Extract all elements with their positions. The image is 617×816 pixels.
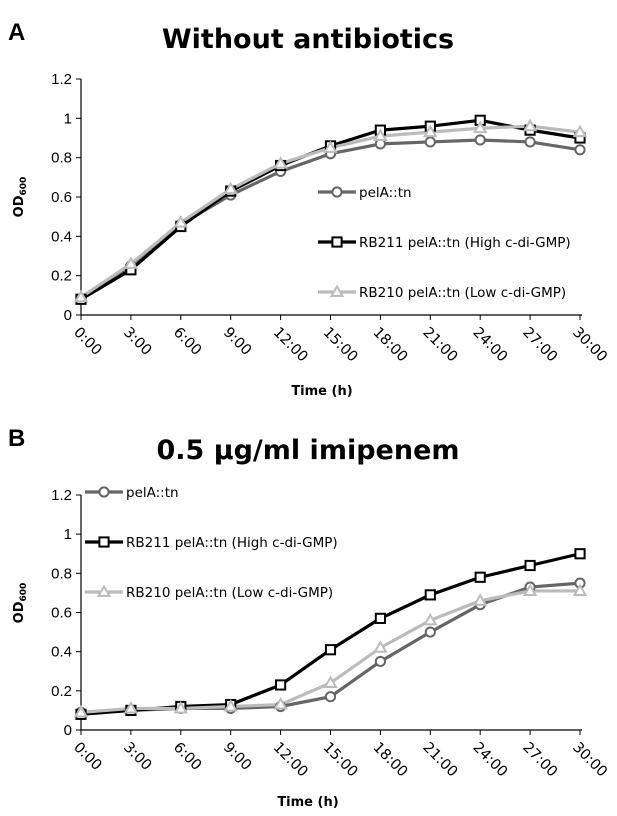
data-point-series-1 — [574, 144, 586, 156]
x-tick-label: 0:00 — [70, 325, 104, 359]
x-tick-label: 18:00 — [370, 325, 411, 366]
x-tick-label: 6:00 — [170, 740, 204, 774]
data-point-series-3 — [173, 700, 189, 714]
chart-title-b: 0.5 µg/ml imipenem — [156, 435, 459, 466]
x-tick-label: 15:00 — [320, 325, 361, 366]
x-axis-label-a: Time (h) — [291, 384, 352, 399]
x-tick-label: 0:00 — [70, 740, 104, 774]
legend-marker — [98, 536, 110, 548]
y-tick-label: 0.4 — [51, 644, 72, 661]
data-point-series-3 — [73, 289, 89, 303]
data-point-series-3 — [123, 700, 139, 714]
series-line-1 — [80, 138, 581, 301]
data-point-series-3 — [173, 215, 189, 228]
data-point-series-3 — [273, 156, 288, 169]
data-point-series-1 — [324, 691, 337, 703]
legend-marker — [331, 236, 343, 248]
x-tick-label: 12:00 — [270, 325, 311, 366]
x-tick-label: 21:00 — [419, 325, 460, 366]
y-tick-label: 0.4 — [51, 228, 72, 245]
data-point-series-1 — [374, 655, 386, 668]
y-tick-label: 0.8 — [51, 565, 72, 582]
data-point-series-3 — [522, 118, 538, 132]
legend-label: pelA::tn — [126, 485, 179, 501]
data-point-series-2 — [474, 571, 486, 583]
data-point-series-3 — [223, 699, 238, 712]
data-point-series-3 — [472, 120, 488, 134]
y-tick-label: 0.2 — [51, 683, 72, 700]
x-tick-label: 9:00 — [220, 740, 254, 774]
data-point-series-2 — [424, 589, 436, 601]
data-point-series-3 — [472, 593, 488, 606]
data-point-series-3 — [423, 124, 438, 138]
y-axis-label-b: OD600 — [12, 583, 29, 624]
y-tick-label: 0 — [64, 722, 72, 739]
data-point-series-3 — [423, 612, 438, 626]
data-point-series-1 — [424, 136, 436, 148]
legend-label: RB211 pelA::tn (High c-di-GMP) — [359, 235, 571, 251]
legend-label: RB211 pelA::tn (High c-di-GMP) — [126, 535, 338, 551]
data-point-series-3 — [223, 181, 238, 195]
chart-title-a: Without antibiotics — [162, 24, 454, 55]
x-tick-label: 18:00 — [370, 740, 411, 781]
plot-area-b: 0 0.2 0.4 0.6 0.8 1 1.2 0:00 3:00 6:00 9:00 12:00 15… — [51, 485, 610, 780]
y-tick-label: 0.6 — [51, 605, 72, 622]
data-point-series-1 — [424, 626, 436, 638]
x-tick-label: 27:00 — [519, 325, 560, 366]
x-tick-label: 24:00 — [469, 325, 510, 366]
data-point-series-3 — [572, 583, 588, 596]
x-tick-label: 3:00 — [120, 325, 154, 359]
data-point-series-3 — [123, 256, 139, 269]
data-point-series-3 — [323, 675, 338, 688]
x-tick-label: 30:00 — [569, 740, 610, 781]
y-tick-label: 0.6 — [51, 189, 72, 206]
y-tick-label: 1.2 — [51, 487, 72, 504]
panel-letter-b: B — [8, 425, 25, 452]
data-point-series-1 — [524, 136, 536, 148]
y-tick-label: 0.8 — [51, 150, 72, 167]
y-axis-label-a: OD600 — [12, 177, 29, 218]
x-tick-label: 27:00 — [519, 740, 560, 781]
legend-marker — [98, 486, 110, 498]
data-point-series-3 — [323, 140, 338, 153]
legend-label: RB210 pelA::tn (Low c-di-GMP) — [359, 285, 566, 301]
x-tick-label: 24:00 — [469, 740, 510, 781]
x-tick-label: 6:00 — [170, 325, 204, 359]
y-tick-label: 0.2 — [51, 268, 72, 285]
x-tick-label: 21:00 — [419, 740, 460, 781]
y-tick-label: 1.2 — [51, 71, 72, 88]
legend-marker — [331, 186, 343, 198]
x-tick-label: 3:00 — [120, 740, 154, 774]
data-point-series-3 — [73, 704, 89, 718]
y-tick-label: 1 — [64, 110, 72, 127]
x-tick-label: 12:00 — [270, 740, 311, 781]
data-point-series-2 — [374, 612, 386, 624]
data-point-series-2 — [574, 548, 586, 560]
x-tick-label: 15:00 — [320, 740, 361, 781]
data-point-series-3 — [572, 124, 588, 138]
data-point-series-3 — [273, 697, 288, 710]
x-tick-label: 30:00 — [569, 325, 610, 366]
legend-marker — [96, 584, 112, 597]
x-tick-label: 9:00 — [220, 325, 254, 359]
y-tick-label: 0 — [64, 307, 72, 324]
data-point-series-2 — [524, 559, 536, 572]
data-point-series-2 — [324, 644, 337, 656]
series-line-2 — [80, 552, 581, 716]
data-point-series-1 — [474, 134, 486, 146]
panel-letter-a: A — [8, 19, 25, 46]
y-tick-label: 1 — [64, 526, 72, 543]
data-point-series-3 — [373, 640, 388, 653]
data-point-series-3 — [373, 128, 388, 142]
data-point-series-3 — [522, 583, 538, 596]
plot-area-a: 0 0.2 0.4 0.6 0.8 1 1.2 0:00 3:00 6:00 9:00 12:00 15… — [51, 71, 610, 365]
legend-label: RB210 pelA::tn (Low c-di-GMP) — [126, 585, 333, 601]
data-point-series-2 — [275, 679, 287, 691]
legend-label: pelA::tn — [359, 185, 412, 201]
legend-marker — [329, 284, 345, 297]
x-axis-label-b: Time (h) — [277, 795, 338, 810]
